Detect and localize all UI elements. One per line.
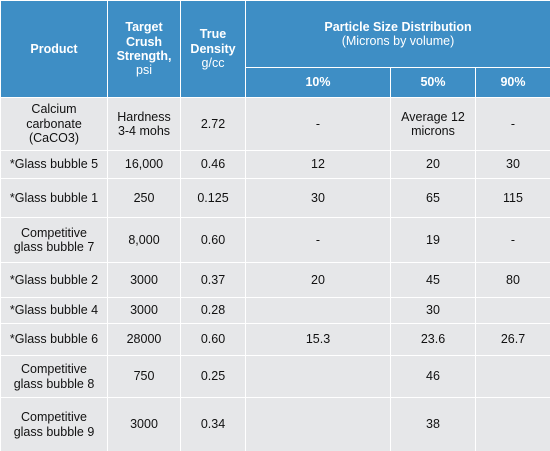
header-text: Particle Size Distribution [324,19,472,34]
value-cell [245,397,391,451]
value-cell: 0.28 [180,297,246,324]
value-cell [245,355,391,398]
value-cell: 15.3 [245,323,391,356]
value-cell: 38 [390,397,476,451]
value-cell: 0.25 [180,355,246,398]
table-row: Competitive glass bubble 9 3000 0.34 38 [0,397,550,451]
header-subtitle: (Microns by volume) [341,34,455,48]
value-cell: 0.37 [180,262,246,298]
table-row: Competitive glass bubble 7 8,000 0.60-19- [0,217,550,263]
table-row: *Glass bubble 2 3000 0.37 20 45 80 [0,262,550,298]
value-cell: 0.60 [180,217,246,263]
header-text: Target Crush Strength, [116,20,172,63]
value-cell: 28000 [107,323,181,356]
value-cell: - [475,217,550,263]
value-cell: 23.6 [390,323,476,356]
value-cell [475,355,550,398]
product-cell: *Glass bubble 5 [0,150,108,179]
value-cell: Average 12 microns [390,97,476,151]
header-unit: g/cc [201,56,225,71]
value-cell: Hardness 3-4 mohs [107,97,181,151]
header-cell: Particle Size Distribution (Microns by vo… [245,0,550,68]
value-cell: 20 [390,150,476,179]
subheader-cell: 10% [245,67,391,98]
value-cell: 65 [390,178,476,218]
value-cell: 30 [245,178,391,218]
value-cell: 0.125 [180,178,246,218]
subheader-cell: 90% [475,67,550,98]
value-cell: - [475,97,550,151]
header-cell: Product [0,0,108,98]
value-cell: 46 [390,355,476,398]
value-cell: 2.72 [180,97,246,151]
value-cell: - [245,97,391,151]
value-cell: - [245,217,391,263]
value-cell [475,297,550,324]
product-cell: Competitive glass bubble 9 [0,397,108,451]
product-cell: Competitive glass bubble 7 [0,217,108,263]
table-row: *Glass bubble 1 250 0.125 30 65 115 [0,178,550,218]
value-cell: 45 [390,262,476,298]
value-cell: 750 [107,355,181,398]
value-cell: 16,000 [107,150,181,179]
product-cell: *Glass bubble 2 [0,262,108,298]
table-row: Competitive glass bubble 8 750 0.25 46 [0,355,550,398]
value-cell: 3000 [107,297,181,324]
value-cell: 20 [245,262,391,298]
value-cell: 3000 [107,397,181,451]
value-cell: 115 [475,178,550,218]
value-cell: 0.46 [180,150,246,179]
value-cell [245,297,391,324]
table-row: *Glass bubble 6 28000 0.60 15.3 23.6 26.7 [0,323,550,356]
value-cell: 0.60 [180,323,246,356]
header-cell: Target Crush Strength, psi [107,0,181,98]
product-cell: *Glass bubble 4 [0,297,108,324]
value-cell: 30 [475,150,550,179]
product-cell: *Glass bubble 6 [0,323,108,356]
table-row: *Glass bubble 5 16,000 0.46 12 20 30 [0,150,550,179]
product-cell: Competitive glass bubble 8 [0,355,108,398]
header-cell: True Density g/cc [180,0,246,98]
value-cell: 12 [245,150,391,179]
product-cell: *Glass bubble 1 [0,178,108,218]
subheader-cell: 50% [390,67,476,98]
value-cell: 30 [390,297,476,324]
value-cell: 80 [475,262,550,298]
product-cell: Calcium carbonate (CaCO3) [0,97,108,151]
table-row: Calcium carbonate (CaCO3) Hardness 3-4 mo… [0,97,550,151]
header-text: Product [30,41,78,56]
value-cell [475,397,550,451]
value-cell: 3000 [107,262,181,298]
header-unit: psi [136,63,152,78]
value-cell: 26.7 [475,323,550,356]
table-row: *Glass bubble 4 3000 0.28 30 [0,297,550,324]
value-cell: 19 [390,217,476,263]
header-text: True Density [190,27,236,56]
value-cell: 250 [107,178,181,218]
value-cell: 8,000 [107,217,181,263]
value-cell: 0.34 [180,397,246,451]
